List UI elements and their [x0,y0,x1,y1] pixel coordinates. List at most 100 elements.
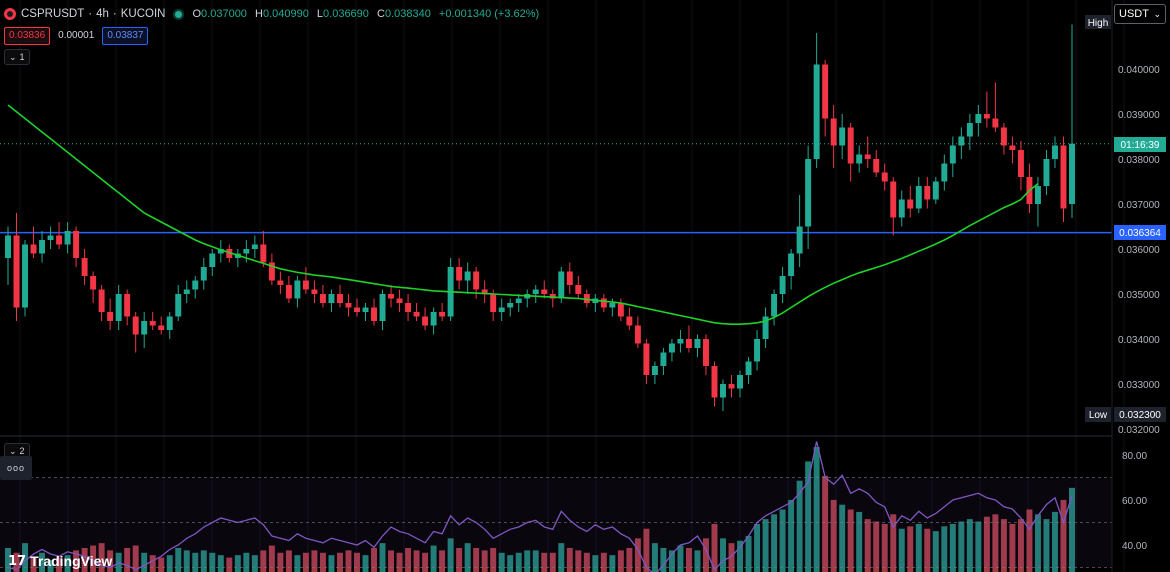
candle [183,280,190,303]
volume-bar [813,447,820,572]
candle [209,249,216,276]
candle [566,262,573,294]
volume-bar [924,528,931,572]
candle [532,285,539,303]
more-options-button[interactable]: ooo [0,456,32,480]
volume-bar [720,538,726,572]
volume-bar [873,521,880,572]
candle [941,154,948,191]
volume-bar [217,555,224,572]
volume-bar [422,552,429,572]
volume-bar [668,550,675,572]
candle [515,294,522,312]
volume-bar [226,557,233,572]
currency-selector[interactable]: USDT ⌄ [1114,4,1166,24]
volume-bar [941,526,948,572]
change-value: +0.001340 (+3.62%) [438,8,540,20]
volume-bar [464,543,471,572]
volume-bar [396,552,403,572]
candle [1034,177,1041,227]
candle [47,226,54,249]
volume-bar [490,547,497,572]
pane1-collapse-toggle[interactable]: ⌄ 1 [4,49,30,65]
volume-bar [268,545,275,572]
volume-bar [677,545,684,572]
chart-header: CSPRUSDT · 4h · KUCOIN O0.037000 H0.0409… [4,6,544,22]
candle [260,231,267,267]
volume-bar [64,555,71,572]
volume-bar [354,552,360,572]
symbol-name[interactable]: CSPRUSDT [21,8,85,20]
interval[interactable]: 4h [96,8,109,20]
candle [447,258,454,321]
candle [132,312,139,353]
volume-bar [617,550,624,572]
price-tick-label: 0.034000 [1118,335,1160,346]
volume-bar [336,552,343,572]
volume-bar [456,547,463,572]
candle [796,195,803,267]
volume-bar [626,547,633,572]
candle [771,289,778,326]
candle [932,177,939,204]
volume-bar [788,499,795,572]
volume-bar [175,547,182,572]
volume-bar [149,555,156,572]
candle [268,253,275,285]
candles-layer [5,24,1075,411]
volume-bar [915,523,922,572]
candle [677,330,684,353]
volume-bar [779,509,786,572]
tradingview-logo[interactable]: 17 TradingView [8,553,113,569]
price-tick-label: 0.033000 [1118,380,1160,391]
separator: · [112,8,117,20]
candle [983,91,990,128]
volume-bar [13,552,20,572]
volume-bar [200,550,207,572]
svg-text:Low: Low [1089,410,1108,421]
sell-button[interactable]: 0.03836 [4,27,51,45]
volume-bar [745,535,752,572]
candle [907,186,914,218]
candle [81,249,88,285]
indicator-tick-label: 80.00 [1122,451,1147,462]
candle [277,271,284,294]
candle [1009,136,1016,164]
candle [600,294,607,312]
candle [413,303,420,321]
volume-bar [328,555,335,572]
svg-text:0.032300: 0.032300 [1119,410,1161,421]
volume-bar [532,550,539,572]
candle [64,222,71,254]
volume-bar [541,552,548,572]
candle [958,127,965,159]
candle [881,163,888,191]
candle [481,280,488,303]
candle [302,267,309,294]
volume-bar [966,519,973,572]
volume-bar [1026,509,1033,572]
candle [788,249,795,290]
candle [430,307,437,335]
candle [166,312,173,339]
candle [1043,150,1050,195]
candle [728,375,735,398]
candle [813,33,820,168]
volume-bar [898,528,905,572]
candle [890,177,897,236]
price-tick-label: 0.039000 [1118,110,1160,121]
volume-bar [243,552,250,572]
volume-bar [728,543,735,572]
candle [251,235,258,258]
volume-bar [447,538,454,572]
candle [498,298,505,321]
volume-bar [107,550,114,572]
candle [541,280,548,299]
volume-bar [1060,499,1067,572]
volume-bar [1017,519,1024,572]
volume-bar [881,523,888,572]
market-status-icon[interactable] [175,10,183,18]
buy-button[interactable]: 0.03837 [102,27,149,45]
volume-bar [22,543,29,572]
